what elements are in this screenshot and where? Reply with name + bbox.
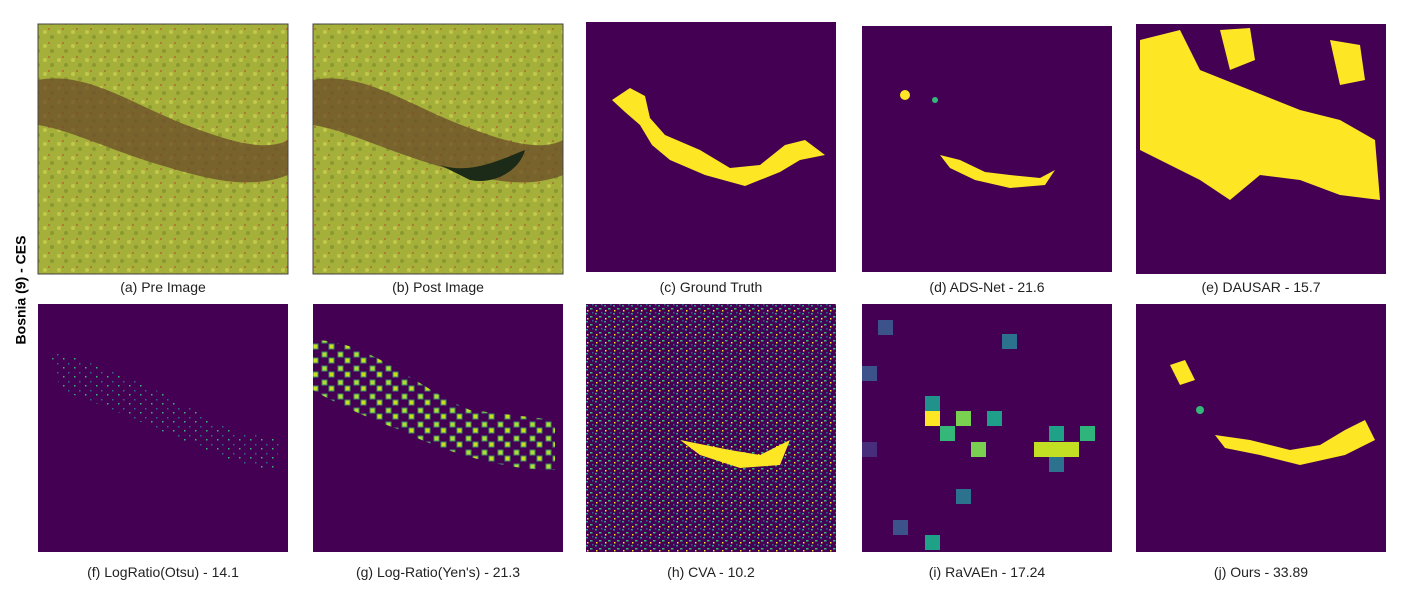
caption: (g) Log-Ratio(Yen's) - 21.3 [356, 564, 520, 580]
mask [932, 97, 938, 103]
cell [940, 426, 955, 441]
image-region [313, 340, 555, 470]
cell [893, 520, 908, 535]
image [862, 304, 1112, 552]
panel: (d) ADS-Net - 21.6 [862, 26, 1112, 295]
caption: (j) Ours - 33.89 [1214, 564, 1308, 580]
cell [956, 411, 971, 426]
frame [37, 23, 289, 275]
panel: (f) LogRatio(Otsu) - 14.1 [38, 304, 288, 580]
caption: (d) ADS-Net - 21.6 [929, 279, 1044, 295]
cell [925, 411, 940, 426]
row-label: Bosnia (9) - CES [13, 236, 29, 345]
panel: (b) Post Image [312, 23, 564, 295]
mask [1220, 28, 1255, 70]
panel: (h) CVA - 10.2 [586, 304, 836, 580]
mask [940, 155, 1055, 188]
panel: (c) Ground Truth [586, 22, 836, 295]
mask [612, 88, 825, 186]
cell [1034, 442, 1079, 457]
image-region [313, 78, 563, 183]
mask [680, 440, 790, 468]
panel: (i) RaVAEn - 17.24 [862, 304, 1112, 580]
cell [1080, 426, 1095, 441]
image-region [50, 350, 280, 470]
cell [971, 442, 986, 457]
panel: (g) Log-Ratio(Yen's) - 21.3 [313, 304, 563, 580]
image [586, 304, 836, 552]
caption: (i) RaVAEn - 17.24 [929, 564, 1046, 580]
cell [987, 411, 1002, 426]
image [1136, 304, 1386, 552]
cell [1049, 426, 1064, 441]
panel: (a) Pre Image [37, 23, 289, 295]
panel: (e) DAUSAR - 15.7 [1136, 24, 1386, 295]
cell [956, 489, 971, 504]
mask [1170, 360, 1195, 385]
caption: (f) LogRatio(Otsu) - 14.1 [87, 564, 239, 580]
panel: (j) Ours - 33.89 [1136, 304, 1386, 580]
cell [862, 366, 877, 381]
image [862, 26, 1112, 272]
caption: (a) Pre Image [120, 279, 206, 295]
cell [862, 442, 877, 457]
cell [878, 320, 893, 335]
mask [1330, 40, 1365, 85]
mask [1140, 30, 1380, 200]
mask [1215, 420, 1375, 465]
caption: (e) DAUSAR - 15.7 [1201, 279, 1320, 295]
cell [925, 535, 940, 550]
caption: (c) Ground Truth [660, 279, 763, 295]
caption: (h) CVA - 10.2 [667, 564, 755, 580]
caption: (b) Post Image [392, 279, 484, 295]
cell [1002, 334, 1017, 349]
mask [900, 90, 910, 100]
frame [312, 23, 564, 275]
cell [1049, 457, 1064, 472]
image-region [38, 78, 288, 183]
cell [925, 396, 940, 411]
mask [1196, 406, 1204, 414]
image-region [440, 150, 525, 181]
